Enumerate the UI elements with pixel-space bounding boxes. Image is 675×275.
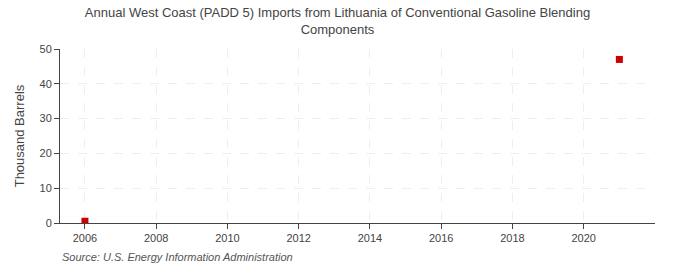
svg-text:2008: 2008 (144, 232, 168, 244)
svg-text:40: 40 (40, 78, 52, 90)
svg-text:Annual West Coast (PADD 5) Imp: Annual West Coast (PADD 5) Imports from … (85, 5, 590, 37)
svg-text:Source: U.S. Energy Informatio: Source: U.S. Energy Information Administ… (62, 251, 293, 263)
svg-text:2012: 2012 (286, 232, 310, 244)
svg-text:2014: 2014 (358, 232, 382, 244)
svg-text:20: 20 (40, 147, 52, 159)
svg-text:50: 50 (40, 43, 52, 55)
svg-text:0: 0 (46, 217, 52, 229)
svg-text:2018: 2018 (500, 232, 524, 244)
svg-text:2010: 2010 (215, 232, 239, 244)
svg-text:10: 10 (40, 182, 52, 194)
svg-text:30: 30 (40, 112, 52, 124)
svg-text:2016: 2016 (429, 232, 453, 244)
svg-text:2020: 2020 (571, 232, 595, 244)
svg-text:Thousand Barrels: Thousand Barrels (12, 84, 27, 187)
svg-text:2006: 2006 (73, 232, 97, 244)
